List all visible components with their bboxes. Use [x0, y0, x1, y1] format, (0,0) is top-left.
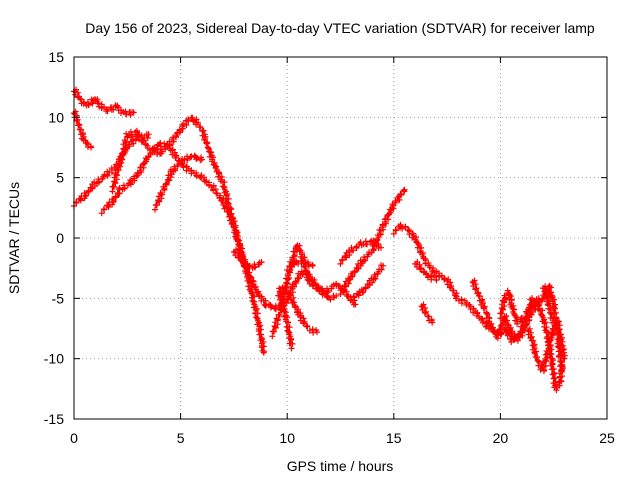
x-tick-label: 25: [599, 430, 615, 446]
series-track-j: [275, 284, 320, 352]
x-tick-label: 15: [386, 430, 402, 446]
series-track-g: [230, 247, 265, 272]
series-markers: [412, 259, 440, 284]
y-tick-label: 15: [48, 49, 64, 65]
axis-tick-labels: 0 5 10 15 20 25 -15 -10 -5 0 5 10 15: [44, 49, 615, 446]
series-track-l: [337, 186, 408, 298]
x-tick-label: 0: [70, 430, 78, 446]
series-track-o: [412, 259, 440, 284]
y-tick-label: 10: [48, 109, 64, 125]
series-track-s: [525, 318, 568, 374]
series-markers: [497, 287, 543, 327]
y-tick-label: -5: [52, 290, 65, 306]
series-markers: [275, 284, 320, 352]
series-track-m: [348, 262, 387, 304]
x-tick-label: 20: [493, 430, 509, 446]
series-markers: [540, 283, 557, 326]
series-markers: [98, 139, 268, 356]
series-markers: [337, 186, 408, 298]
series-markers: [469, 277, 566, 394]
y-tick-label: 0: [56, 230, 64, 246]
series-track-d: [98, 139, 268, 356]
chart-title: Day 156 of 2023, Sidereal Day-to-day VTE…: [85, 20, 595, 36]
axis-ticks: [73, 56, 608, 420]
x-tick-label: 5: [177, 430, 185, 446]
data-points: [71, 86, 568, 394]
y-tick-label: -10: [44, 351, 64, 367]
y-tick-label: -15: [44, 411, 64, 427]
series-track-i: [284, 257, 316, 273]
x-axis-title: GPS time / hours: [287, 458, 394, 474]
series-track-r: [497, 287, 543, 327]
series-markers: [230, 247, 265, 272]
x-tick-label: 10: [279, 430, 295, 446]
series-track-p: [418, 301, 436, 326]
y-tick-label: 5: [56, 170, 64, 186]
series-markers: [284, 257, 316, 273]
series-markers: [348, 262, 387, 304]
series-markers: [152, 152, 205, 213]
grid-lines: [74, 57, 607, 419]
y-axis-title: SDTVAR / TECUs: [6, 182, 22, 294]
series-markers: [418, 301, 436, 326]
series-track-e: [109, 127, 152, 195]
series-markers: [109, 127, 152, 195]
series-markers: [525, 318, 568, 374]
series-track-q: [469, 277, 566, 394]
series-track-f: [152, 152, 205, 213]
series-track-t: [540, 283, 557, 326]
